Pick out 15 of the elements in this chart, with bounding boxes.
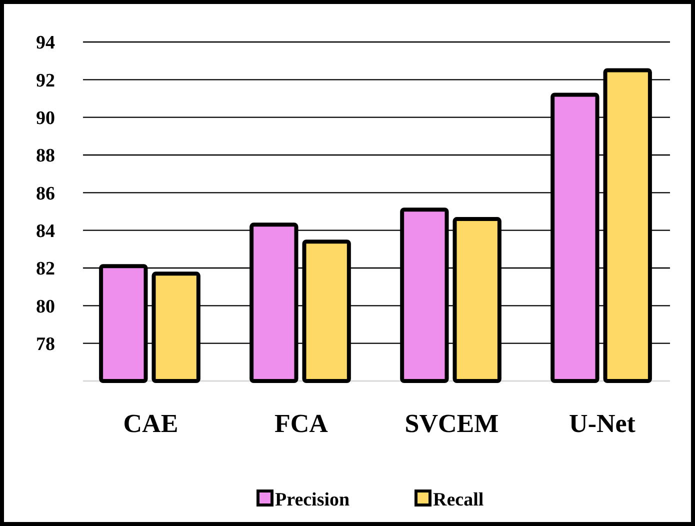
- x-tick-label: CAE: [123, 409, 178, 438]
- y-tick-label: 92: [36, 70, 55, 92]
- y-tick-label: 82: [36, 258, 55, 280]
- x-tick-label: SVCEM: [404, 409, 499, 438]
- y-tick-label: 94: [36, 32, 56, 54]
- x-tick-label: FCA: [274, 409, 328, 438]
- x-tick-label: U-Net: [569, 409, 636, 438]
- y-tick-label: 88: [36, 146, 55, 167]
- legend-label: Recall: [433, 490, 484, 511]
- y-tick-label: 84: [36, 220, 56, 242]
- y-tick-label: 90: [36, 108, 55, 129]
- y-tick-label: 78: [36, 334, 55, 355]
- legend-label: Precision: [275, 490, 350, 511]
- y-tick-label: 80: [36, 296, 55, 318]
- y-tick-label: 86: [36, 183, 55, 204]
